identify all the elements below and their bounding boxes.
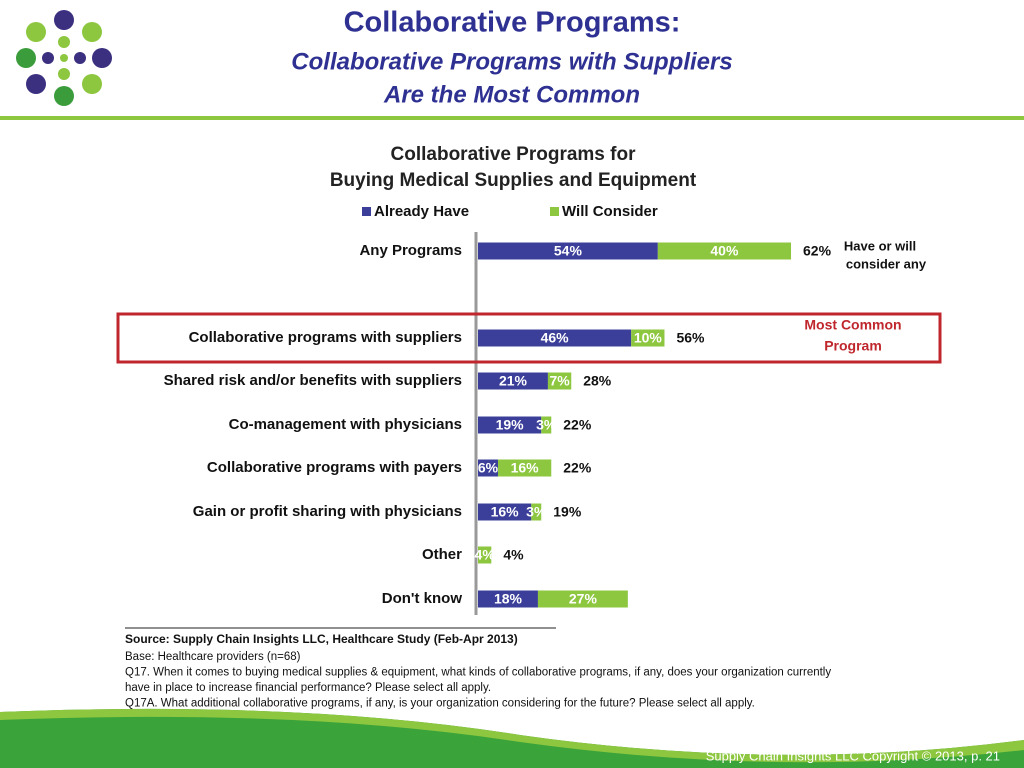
legend-swatch bbox=[362, 207, 371, 216]
slide-subtitle: Collaborative Programs with Suppliers bbox=[291, 48, 732, 75]
bar-segment bbox=[541, 416, 552, 434]
bar-label: 19% bbox=[496, 417, 525, 433]
source-line: Q17A. What additional collaborative prog… bbox=[125, 698, 755, 710]
total-label: 22% bbox=[563, 460, 592, 476]
copyright: Supply Chain Insights LLC Copyright © 20… bbox=[706, 748, 1000, 763]
bar-segment bbox=[478, 329, 632, 347]
bar-segment bbox=[478, 372, 548, 390]
bar-segment bbox=[478, 503, 532, 521]
source-line: Base: Healthcare providers (n=68) bbox=[125, 651, 301, 663]
bar-segment bbox=[478, 459, 498, 477]
bar-label: 10% bbox=[634, 330, 663, 346]
annotation: Most Common bbox=[804, 317, 901, 333]
annotation: Have or will bbox=[844, 238, 916, 253]
bar-label: 6% bbox=[478, 460, 499, 476]
bar-label: 16% bbox=[511, 460, 540, 476]
header-rule bbox=[0, 116, 1024, 120]
annotation: Program bbox=[824, 338, 882, 354]
highlight-box bbox=[116, 312, 942, 364]
total-label: 28% bbox=[583, 373, 612, 389]
total-label: 4% bbox=[503, 547, 524, 563]
category-label: Other bbox=[422, 546, 462, 563]
bar-segment bbox=[478, 242, 658, 260]
category-label: Gain or profit sharing with physicians bbox=[193, 503, 462, 520]
footer-accent bbox=[0, 708, 1024, 763]
bar-segment bbox=[537, 590, 628, 608]
legend-swatch bbox=[550, 207, 559, 216]
bar-label: 16% bbox=[491, 504, 520, 520]
total-label: 62% bbox=[803, 243, 832, 259]
source-line: have in place to increase financial perf… bbox=[125, 682, 491, 694]
bar-segment bbox=[478, 590, 538, 608]
bar-label: 54% bbox=[554, 243, 583, 259]
bar-label: 18% bbox=[494, 591, 523, 607]
category-label: Co-management with physicians bbox=[229, 416, 462, 433]
bar-segment bbox=[657, 242, 792, 260]
bar-segment bbox=[478, 416, 542, 434]
bar-label: 3% bbox=[536, 417, 557, 433]
slide-title: Collaborative Programs: bbox=[344, 7, 681, 39]
bar-label: 27% bbox=[569, 591, 598, 607]
logo bbox=[16, 10, 112, 106]
bar-segment bbox=[531, 503, 542, 521]
bar-label: 4% bbox=[475, 547, 496, 563]
source-heading: Source: Supply Chain Insights LLC, Healt… bbox=[125, 632, 518, 646]
total-label: 19% bbox=[553, 504, 582, 520]
category-label: Shared risk and/or benefits with supplie… bbox=[164, 372, 462, 389]
category-label: Collaborative programs with suppliers bbox=[189, 329, 462, 346]
category-label: Collaborative programs with payers bbox=[207, 459, 462, 476]
slide-subtitle: Are the Most Common bbox=[383, 81, 640, 108]
category-label: Don't know bbox=[382, 590, 463, 607]
bar-label: 46% bbox=[541, 330, 570, 346]
category-label: Any Programs bbox=[359, 242, 462, 259]
annotation: consider any bbox=[846, 256, 927, 271]
bar-segment bbox=[497, 459, 552, 477]
legend-label: Will Consider bbox=[562, 203, 658, 220]
total-label: 56% bbox=[676, 330, 705, 346]
total-label: 22% bbox=[563, 417, 592, 433]
bar-segment bbox=[478, 546, 492, 564]
chart-title: Buying Medical Supplies and Equipment bbox=[330, 170, 697, 191]
chart-title: Collaborative Programs for bbox=[391, 144, 637, 165]
bar-label: 7% bbox=[549, 373, 570, 389]
legend-label: Already Have bbox=[374, 203, 469, 220]
bar-label: 21% bbox=[499, 373, 528, 389]
bar-segment bbox=[547, 372, 572, 390]
bar-label: 40% bbox=[710, 243, 739, 259]
bar-segment bbox=[631, 329, 665, 347]
bar-label: 3% bbox=[526, 504, 547, 520]
source-line: Q17. When it comes to buying medical sup… bbox=[125, 667, 831, 679]
